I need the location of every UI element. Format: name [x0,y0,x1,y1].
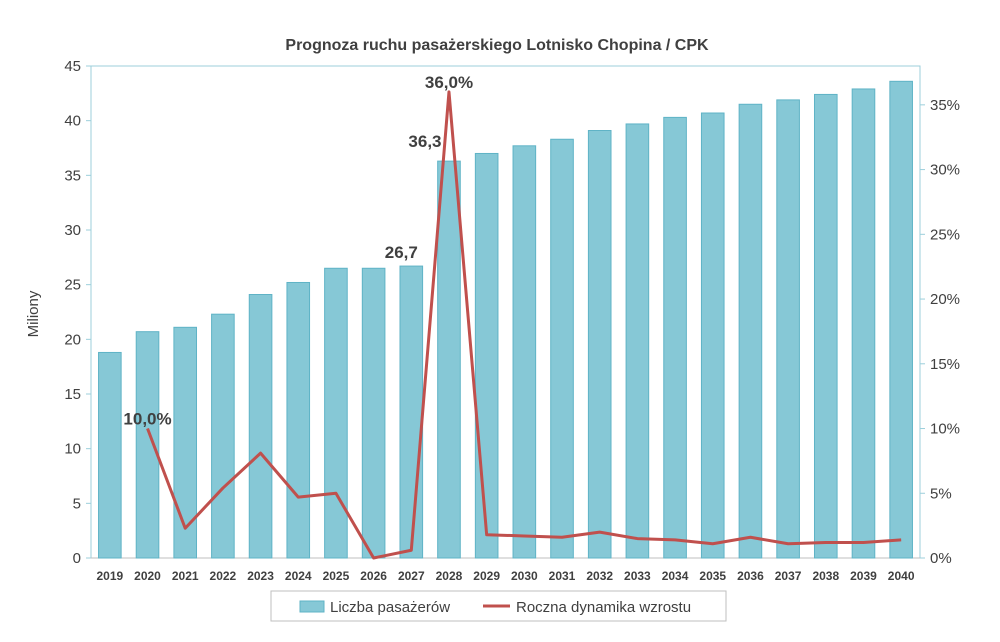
y-tick-label: 20 [64,331,81,348]
x-tick-label: 2022 [210,569,237,583]
chart-title: Prognoza ruchu pasażerskiego Lotnisko Ch… [285,37,709,54]
bar [399,265,424,559]
bar-series [98,80,913,559]
bar [625,123,650,559]
x-tick-label: 2030 [511,569,538,583]
legend-bar-label: Liczba pasażerów [330,599,450,616]
bar [211,313,235,559]
x-tick-label: 2039 [850,569,877,583]
y-tick-label: 45 [64,58,81,75]
y2-tick-label: 15% [930,356,960,373]
x-tick-label: 2020 [134,569,161,583]
y-tick-label: 15 [64,386,81,403]
bar [776,99,800,559]
bar [437,160,461,559]
y2-tick-label: 10% [930,421,960,438]
legend-bar-swatch [299,600,325,613]
bar [512,145,537,559]
x-tick-label: 2026 [360,569,387,583]
x-tick-label: 2035 [699,569,726,583]
x-tick-label: 2032 [586,569,613,583]
data-label: 36,0% [425,73,473,92]
legend-line-label: Roczna dynamika wzrostu [516,599,691,616]
data-label: 26,7 [385,243,418,262]
bar [474,152,499,559]
bar [851,88,876,559]
bar [248,294,273,559]
bar [324,267,348,559]
line-series [146,90,902,560]
x-tick-label: 2027 [398,569,425,583]
data-label: 36,3 [408,132,441,151]
x-tick-label: 2028 [436,569,463,583]
bar [173,326,198,559]
bar [135,331,160,559]
bar [587,130,612,559]
bar [663,116,687,559]
x-tick-label: 2031 [549,569,576,583]
y2-tick-label: 20% [930,291,960,308]
bar [550,138,574,559]
bar [98,351,122,559]
x-tick-label: 2021 [172,569,199,583]
x-tick-label: 2040 [888,569,915,583]
y-tick-label: 35 [64,167,81,184]
y2-tick-label: 0% [930,550,952,567]
data-label: 10,0% [123,410,171,429]
y-axis-label: Miliony [25,290,42,337]
x-tick-label: 2037 [775,569,802,583]
axes: 0510152025303540450%5%10%15%20%25%30%35%… [64,58,960,583]
annotations: 10,0% 26,7 36,3 36,0% [123,73,473,429]
bar [700,112,725,559]
y-tick-label: 0 [73,550,81,567]
bar [813,93,838,559]
bar [361,267,386,559]
y-tick-label: 30 [64,222,81,239]
x-tick-label: 2029 [473,569,500,583]
legend: Liczba pasażerów Roczna dynamika wzrostu [270,590,727,622]
y2-tick-label: 25% [930,226,960,243]
y2-tick-label: 30% [930,162,960,179]
x-tick-label: 2019 [96,569,123,583]
x-tick-label: 2025 [323,569,350,583]
x-tick-label: 2024 [285,569,312,583]
y2-tick-label: 5% [930,485,952,502]
y2-tick-label: 35% [930,97,960,114]
x-tick-label: 2036 [737,569,764,583]
y-tick-label: 10 [64,441,81,458]
x-tick-label: 2023 [247,569,274,583]
bar [889,80,913,559]
x-tick-label: 2034 [662,569,689,583]
y-tick-label: 40 [64,113,81,130]
x-tick-label: 2033 [624,569,651,583]
y-tick-label: 5 [73,495,81,512]
x-tick-label: 2038 [812,569,839,583]
y-tick-label: 25 [64,277,81,294]
bar [738,103,763,559]
bar [286,281,311,559]
